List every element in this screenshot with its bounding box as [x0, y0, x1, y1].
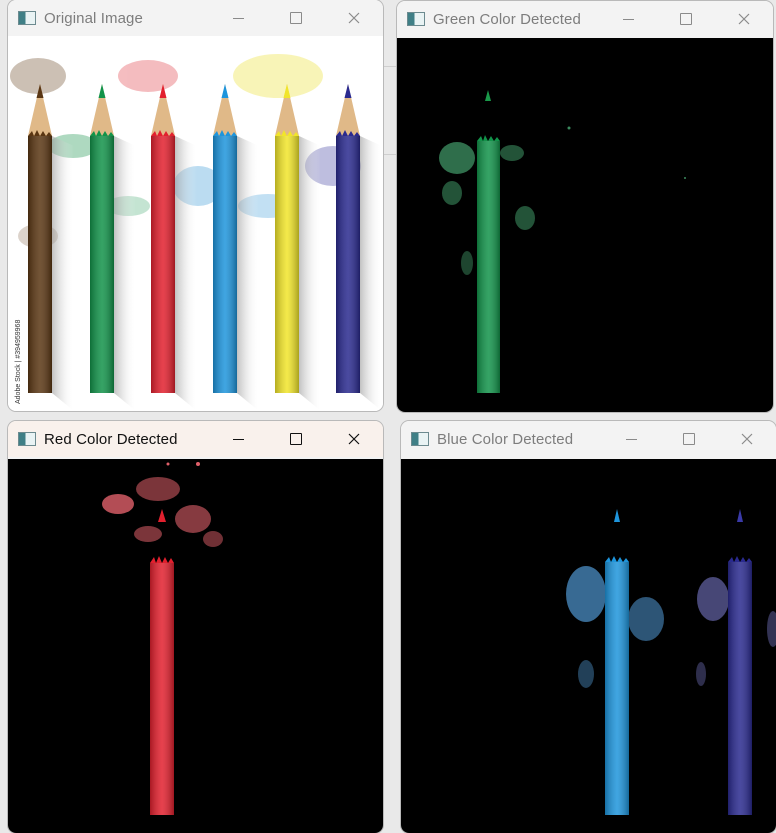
red-pencil-tip: [158, 509, 166, 522]
maximize-icon: [290, 12, 302, 24]
blue-pencil-body: [605, 556, 629, 815]
app-icon: [18, 11, 36, 25]
window-title: Blue Color Detected: [437, 430, 574, 448]
maximize-button[interactable]: [657, 1, 715, 37]
title-bar[interactable]: Original Image: [8, 0, 383, 36]
close-icon: [741, 433, 753, 445]
pencil-red: [151, 84, 197, 411]
minimize-button[interactable]: [599, 1, 657, 37]
pencils-image: Adobe Stock | #394959968: [10, 54, 382, 411]
close-button[interactable]: [718, 421, 776, 457]
window-title: Red Color Detected: [44, 430, 178, 448]
window-red-detected[interactable]: Red Color Detected: [8, 421, 383, 833]
watermark-text: Adobe Stock | #394959968: [15, 320, 22, 404]
minimize-icon: [625, 438, 637, 440]
close-button[interactable]: [325, 421, 383, 457]
red-splatter: [102, 462, 223, 547]
pencil-blue: [213, 84, 259, 411]
pencil-navy: [336, 84, 382, 411]
minimize-button[interactable]: [209, 0, 267, 36]
close-icon: [738, 13, 750, 25]
desktop-divider: [380, 154, 400, 155]
maximize-button[interactable]: [267, 421, 325, 457]
close-icon: [348, 12, 360, 24]
window-title: Original Image: [44, 9, 143, 27]
blue-mask-image: [566, 509, 776, 815]
maximize-icon: [290, 433, 302, 445]
window-title: Green Color Detected: [433, 10, 581, 28]
minimize-button[interactable]: [209, 421, 267, 457]
window-original-image[interactable]: Original Image: [8, 0, 383, 411]
title-bar[interactable]: Blue Color Detected: [401, 421, 776, 457]
desktop-divider: [380, 66, 400, 67]
green-pencil-body: [477, 135, 500, 393]
maximize-button[interactable]: [660, 421, 718, 457]
minimize-button[interactable]: [602, 421, 660, 457]
green-pencil-tip: [485, 90, 491, 101]
navy-pencil-tip: [737, 509, 743, 522]
app-icon: [18, 432, 36, 446]
blue-pencil-tip: [614, 509, 620, 522]
pencil-green: [90, 84, 136, 411]
red-mask-canvas: [8, 459, 383, 833]
green-splatter: [439, 126, 686, 275]
navy-pencil-body: [728, 556, 752, 815]
window-blue-detected[interactable]: Blue Color Detected: [401, 421, 776, 833]
title-bar[interactable]: Red Color Detected: [8, 421, 383, 457]
blue-mask-canvas: [401, 459, 776, 833]
original-image-canvas: Adobe Stock | #394959968: [8, 36, 383, 411]
red-pencil-body: [150, 556, 174, 815]
maximize-icon: [683, 433, 695, 445]
red-mask-image: [102, 462, 223, 815]
pencil-brown: [28, 84, 74, 411]
close-button[interactable]: [325, 0, 383, 36]
window-green-detected[interactable]: Green Color Detected: [397, 1, 773, 412]
minimize-icon: [232, 17, 244, 19]
app-icon: [407, 12, 425, 26]
app-icon: [411, 432, 429, 446]
close-icon: [348, 433, 360, 445]
maximize-button[interactable]: [267, 0, 325, 36]
green-mask-canvas: [397, 38, 773, 412]
close-button[interactable]: [715, 1, 773, 37]
minimize-icon: [622, 18, 634, 20]
maximize-icon: [680, 13, 692, 25]
blue-splatter: [566, 566, 776, 688]
green-mask-image: [439, 90, 686, 393]
minimize-icon: [232, 438, 244, 440]
title-bar[interactable]: Green Color Detected: [397, 1, 773, 37]
pencil-yellow: [275, 84, 321, 411]
